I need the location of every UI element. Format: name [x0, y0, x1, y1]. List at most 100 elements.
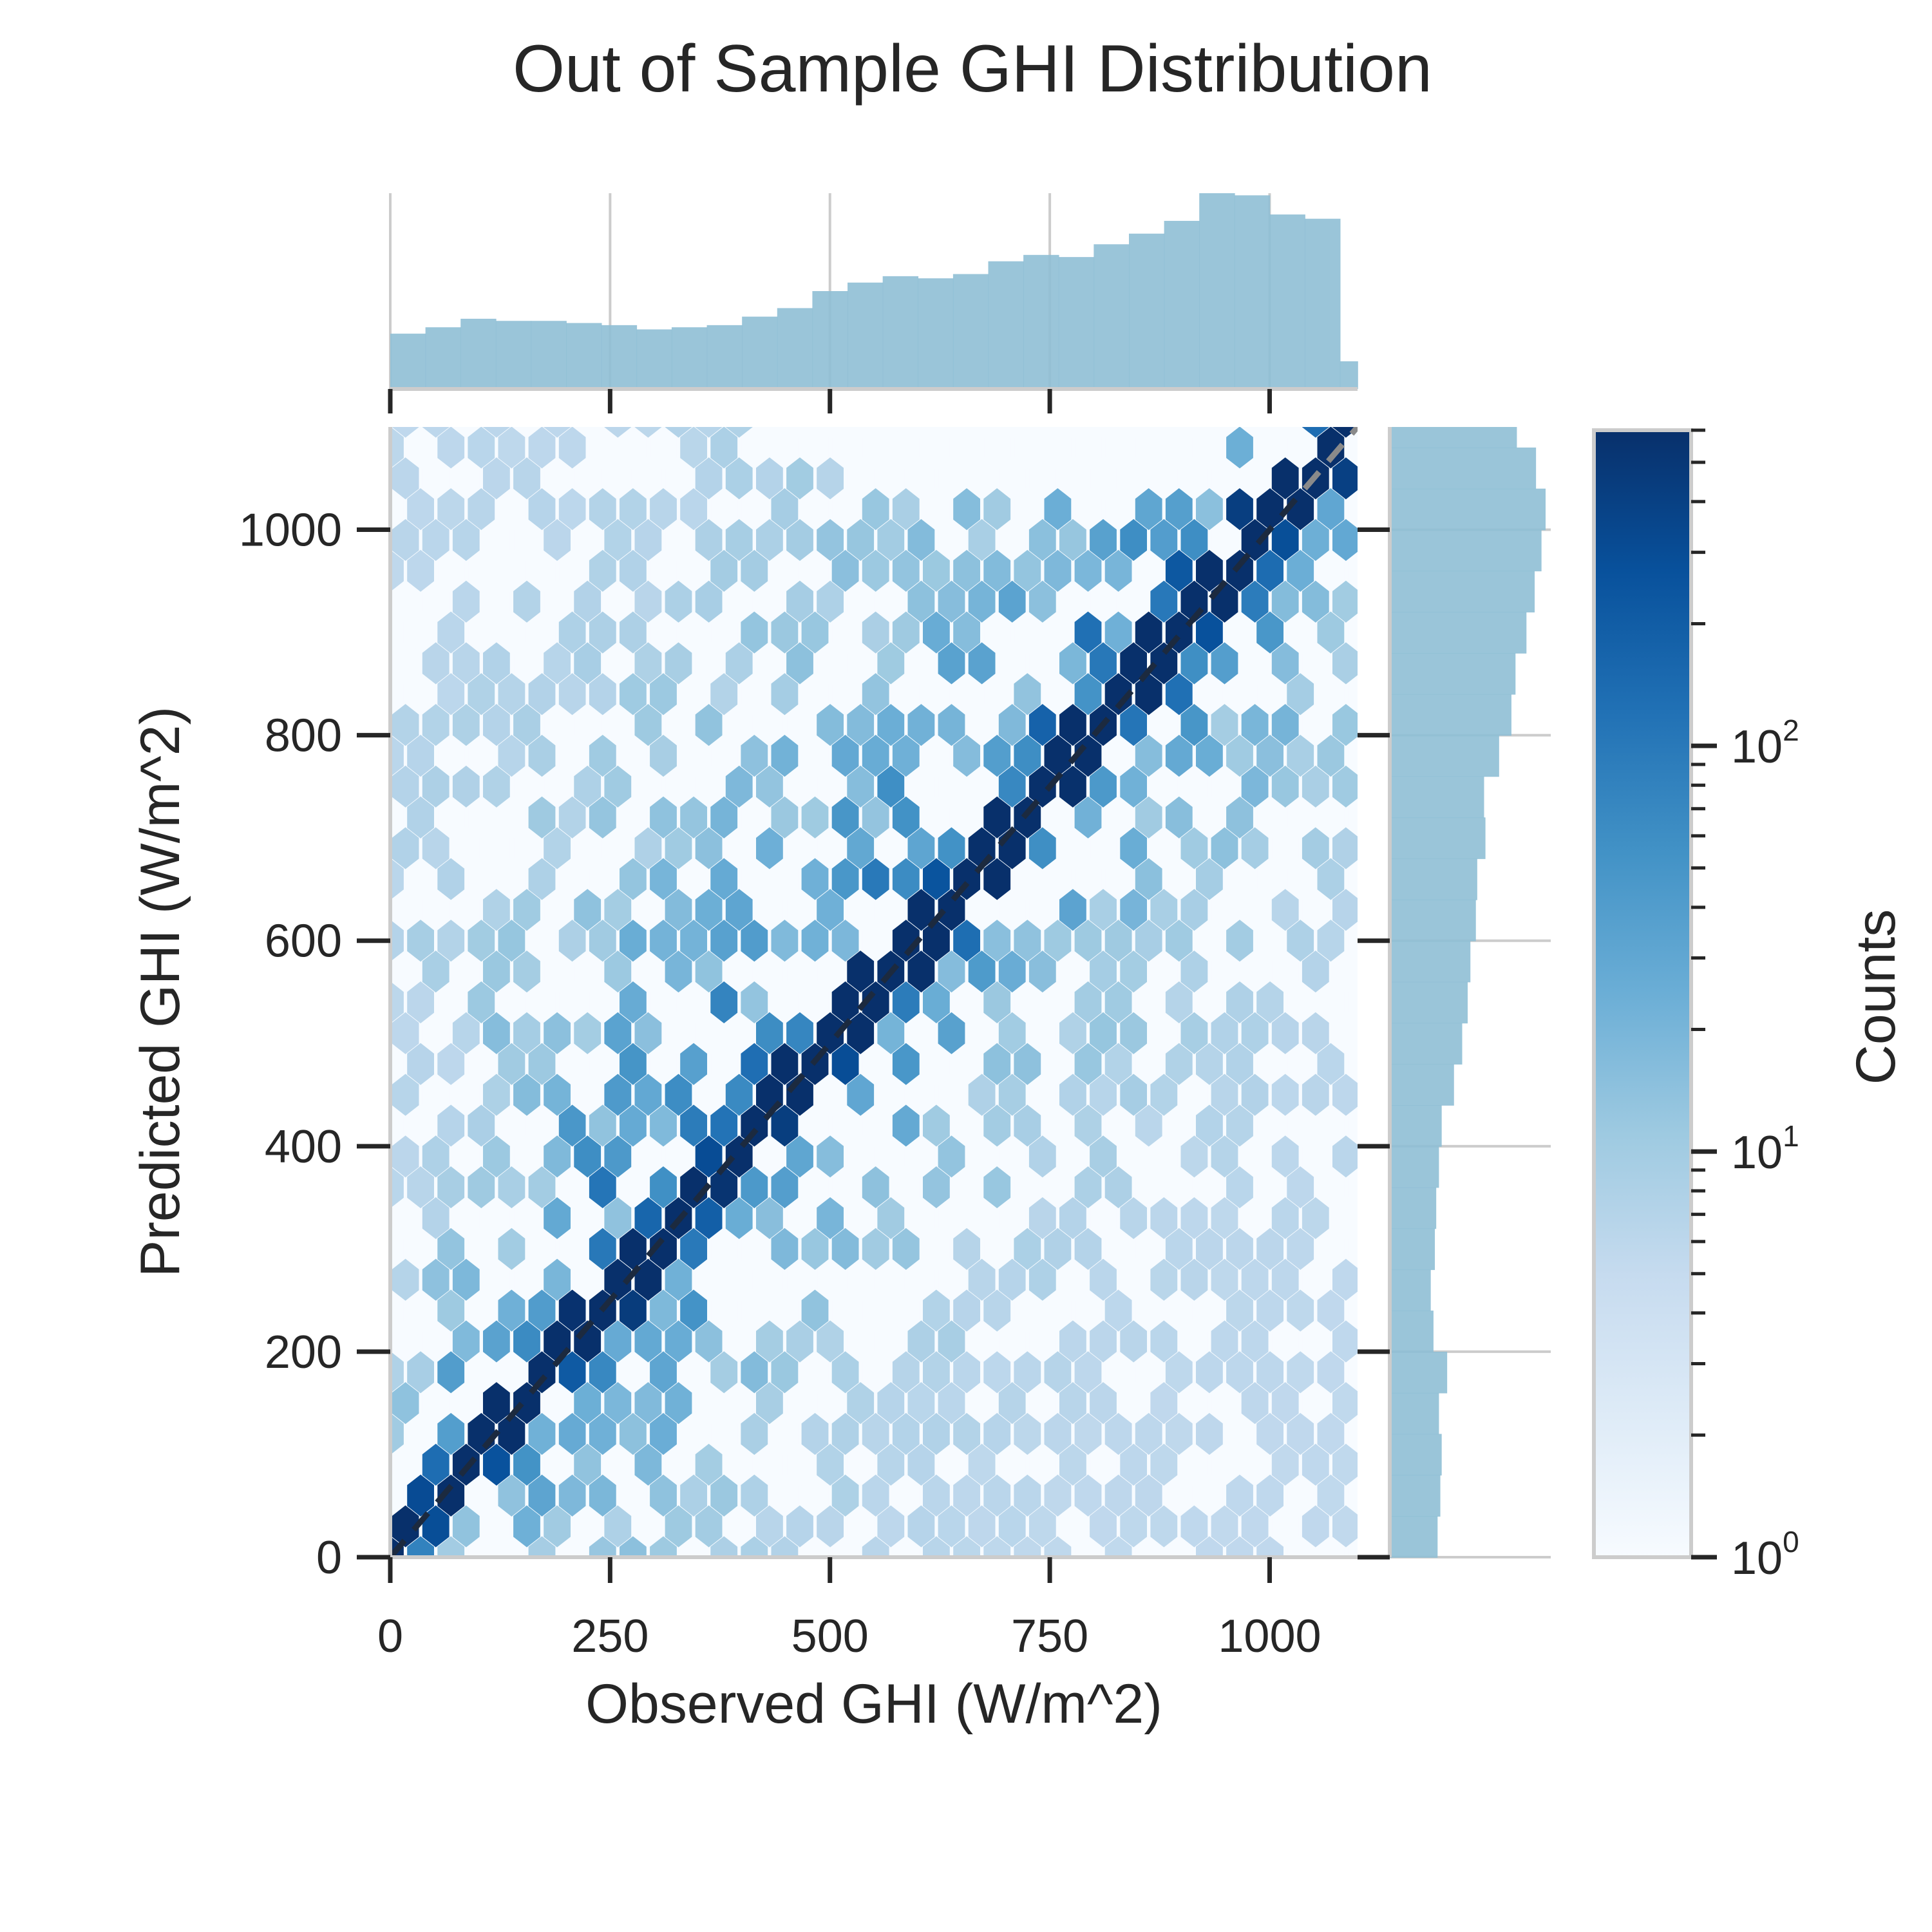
hexbin-cell: [650, 1412, 677, 1455]
hexbin-cell: [1271, 889, 1299, 931]
hexbin-cell: [558, 796, 586, 838]
marginal-x-bar: [1094, 244, 1130, 389]
hexbin-cell: [680, 611, 707, 654]
hexbin-cell: [1090, 765, 1117, 808]
hexbin-cell: [998, 427, 1026, 438]
hexbin-cell: [771, 1166, 799, 1209]
hexbin-cell: [831, 796, 859, 838]
hexbin-cell: [892, 611, 920, 654]
hexbin-cell: [392, 765, 419, 808]
hexbin-cell: [1211, 457, 1238, 500]
hexbin-cell: [1090, 1012, 1117, 1054]
hexbin-cell: [771, 1536, 799, 1557]
y-axis-label: Predicted GHI (W/m^2): [129, 706, 191, 1277]
hexbin-cell: [862, 858, 889, 900]
hexbin-cell: [1104, 1166, 1132, 1209]
hexbin-cell: [968, 1012, 996, 1054]
hexbin-cell: [1028, 1443, 1056, 1486]
hexbin-cell: [589, 858, 616, 900]
hexbin-cell: [1014, 920, 1041, 962]
hexbin-cell: [1044, 1351, 1072, 1394]
marginal-x-bar: [918, 278, 954, 389]
hexbin-cell: [680, 1227, 707, 1270]
hexbin-cell: [862, 1043, 889, 1085]
hexbin-cell: [938, 765, 965, 808]
hexbin-cell: [390, 1043, 404, 1085]
marginal-y-bar: [1390, 529, 1542, 572]
hexbin-cell: [574, 1505, 601, 1548]
hexbin-cell: [953, 734, 980, 777]
hexbin-cell: [1074, 1536, 1102, 1557]
hexbin-cell: [665, 765, 692, 808]
hexbin-cell: [741, 1536, 768, 1557]
hexbin-cell: [801, 1227, 829, 1270]
hexbin-cell: [695, 704, 723, 746]
hexbin-cell: [847, 1135, 875, 1178]
colorbar-label: Counts: [1845, 909, 1907, 1085]
hexbin-cell: [1332, 1320, 1358, 1363]
hexbin-cell: [1241, 1320, 1269, 1363]
hexbin-cell: [390, 1412, 404, 1455]
hexbin-cell: [650, 981, 677, 1024]
hexbin-cell: [1302, 1258, 1329, 1301]
hexbin-cell: [938, 1197, 965, 1240]
hexbin-cell: [1120, 1505, 1147, 1548]
hexbin-cell: [725, 642, 753, 685]
hexbin-cell: [1044, 981, 1072, 1024]
hexbin-cell: [1014, 1166, 1041, 1209]
hexbin-cell: [938, 1320, 965, 1363]
hexbin-cell: [1317, 427, 1345, 469]
hexbin-cell: [1226, 1536, 1253, 1557]
hexbin-cell: [1241, 827, 1269, 869]
hexbin-cell: [968, 889, 996, 931]
hexbin-cell: [1074, 1166, 1102, 1209]
hexbin-cell: [544, 457, 571, 500]
hexbin-cell: [483, 518, 510, 562]
hexbin-cell: [968, 1382, 996, 1425]
hexbin-cell: [953, 1474, 980, 1517]
hexbin-cell: [1211, 889, 1238, 931]
hexbin-cell: [650, 734, 677, 777]
hexbin-cell: [1090, 427, 1117, 438]
hexbin-cell: [483, 765, 510, 808]
hexbin-cell: [1104, 1227, 1132, 1270]
hexbin-cell: [817, 1135, 844, 1178]
marginal-x-bar: [988, 261, 1024, 389]
hexbin-cell: [1090, 1135, 1117, 1178]
hexbin-cell: [437, 981, 465, 1024]
marginal-y-bar: [1390, 1187, 1437, 1229]
hexbin-cell: [756, 518, 783, 562]
hexbin-cell: [953, 920, 980, 962]
hexbin-cell: [437, 1227, 465, 1270]
hexbin-cell: [604, 1074, 632, 1116]
hexbin-cell: [801, 1166, 829, 1209]
hexbin-cell: [1135, 920, 1162, 962]
hexbin-cell: [528, 673, 556, 715]
hexbin-cell: [1074, 1412, 1102, 1455]
hexbin-cell: [1120, 1258, 1147, 1301]
hexbin-cell: [650, 1289, 677, 1332]
hexbin-cell: [1211, 518, 1238, 562]
hexbin-cell: [877, 457, 905, 500]
hexbin-cell: [1302, 889, 1329, 931]
hexbin-cell: [513, 704, 540, 746]
chart-title: Out of Sample GHI Distribution: [513, 32, 1432, 106]
hexbin-cell: [862, 1289, 889, 1332]
hexbin-cell: [528, 427, 556, 469]
hexbin-cell: [452, 1505, 480, 1548]
hexbin-cell: [589, 1166, 616, 1209]
hexbin-cell: [983, 611, 1011, 654]
hexbin-cell: [756, 457, 783, 500]
hexbin-cell: [1104, 488, 1132, 531]
hexbin-cell: [938, 827, 965, 869]
hexbin-cell: [1196, 427, 1223, 469]
hexbin-cell: [1180, 1197, 1208, 1240]
hexbin-cell: [1014, 734, 1041, 777]
hexbin-cell: [392, 457, 419, 500]
hexbin-cell: [634, 1012, 662, 1054]
hexbin-cell: [1165, 427, 1193, 469]
hexbin-cell: [589, 1104, 616, 1147]
hexbin-cell: [422, 1012, 450, 1054]
hexbin-cell: [1074, 1104, 1102, 1147]
hexbin-cell: [1347, 984, 1358, 1021]
